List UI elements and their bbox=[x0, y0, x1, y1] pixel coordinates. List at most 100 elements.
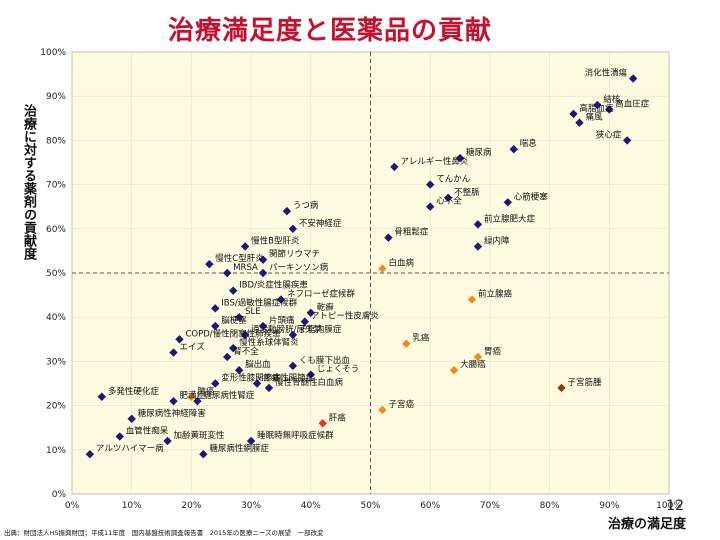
y-tick-label: 0% bbox=[52, 490, 67, 500]
x-tick-label: 20% bbox=[181, 501, 201, 511]
data-point bbox=[288, 361, 298, 371]
data-point bbox=[605, 105, 614, 114]
data-point bbox=[258, 255, 268, 264]
point-label: 不整脈 bbox=[454, 187, 480, 198]
data-point bbox=[503, 198, 513, 207]
point-label: 疼痛性関節症 bbox=[263, 373, 315, 384]
y-tick-label: 90% bbox=[46, 92, 66, 102]
point-label: 糖尿病性神経障害 bbox=[138, 408, 206, 419]
point-label: 肺癌 bbox=[197, 386, 215, 397]
point-label: 前立腺癌 bbox=[478, 289, 513, 300]
y-tick-label: 40% bbox=[46, 313, 66, 323]
point-label: 慢性骨髄性白血病 bbox=[275, 377, 344, 388]
point-label: 大腸癌 bbox=[460, 359, 486, 370]
data-point bbox=[234, 366, 244, 375]
data-point bbox=[378, 405, 387, 415]
point-label: 変形性膝関節症 bbox=[221, 373, 281, 384]
x-tick-label: 50% bbox=[360, 501, 380, 511]
data-point bbox=[473, 352, 483, 362]
data-point bbox=[193, 396, 202, 406]
data-points bbox=[85, 74, 638, 459]
data-point bbox=[240, 242, 250, 251]
data-point bbox=[169, 396, 178, 406]
point-label: 胃癌 bbox=[484, 346, 502, 357]
reference-lines bbox=[72, 52, 669, 494]
point-label: じょくそう bbox=[317, 365, 360, 375]
data-point bbox=[205, 259, 214, 269]
point-label: 血管性痴呆 bbox=[126, 426, 169, 437]
data-point bbox=[127, 414, 136, 424]
data-point bbox=[246, 436, 256, 446]
point-label: 消化性潰瘍 bbox=[585, 68, 628, 79]
point-label: アトピー性皮膚炎 bbox=[311, 311, 380, 322]
point-label: 子宮癌 bbox=[388, 399, 414, 410]
point-label: パーキンソン病 bbox=[269, 262, 329, 273]
data-point bbox=[187, 392, 196, 401]
point-label: 睡眠時無呼吸症候群 bbox=[257, 430, 334, 441]
point-label: 前立腺肥大症 bbox=[484, 213, 536, 224]
data-point bbox=[449, 366, 459, 375]
point-label: てんかん bbox=[436, 175, 471, 185]
data-point bbox=[569, 109, 578, 119]
data-point bbox=[288, 224, 298, 233]
data-point bbox=[300, 317, 310, 326]
point-label: 慢性C型肝炎 bbox=[215, 253, 264, 264]
y-tick-label: 50% bbox=[46, 269, 66, 279]
point-label: SLE bbox=[245, 307, 261, 317]
point-label: 糖尿病性網膜症 bbox=[209, 443, 269, 454]
y-tick-label: 70% bbox=[46, 181, 66, 191]
point-label: 乾癬 bbox=[317, 302, 335, 313]
x-tick-label: 40% bbox=[301, 501, 321, 511]
y-axis-label: 治療に対する薬剤の貢献度 bbox=[21, 104, 36, 260]
point-label: 子宮内膜症 bbox=[299, 324, 342, 335]
point-label: MRSA bbox=[233, 263, 258, 273]
point-label: 多発性硬化症 bbox=[108, 386, 160, 397]
data-point bbox=[467, 295, 477, 304]
point-label: 糖尿病性腎症 bbox=[203, 390, 255, 401]
y-tick-labels: 0% 10% 20% 30% 40% 50% 60% 70% 80% 90% 100% bbox=[40, 48, 66, 500]
data-point bbox=[575, 118, 584, 127]
y-tick-label: 10% bbox=[46, 446, 66, 456]
point-label: 心筋梗塞 bbox=[514, 191, 549, 202]
point-label: ネフローゼ症候群 bbox=[287, 289, 356, 300]
x-tick-label: 80% bbox=[540, 501, 560, 511]
data-point bbox=[97, 392, 107, 401]
y-tick-label: 20% bbox=[46, 402, 66, 412]
data-point bbox=[228, 343, 238, 353]
point-label: 白血病 bbox=[388, 258, 414, 269]
point-label: COPD/慢性閉塞性肺疾患 bbox=[185, 328, 281, 339]
data-point bbox=[163, 436, 172, 446]
data-point bbox=[276, 295, 286, 304]
data-point bbox=[169, 348, 178, 357]
data-point bbox=[211, 379, 220, 388]
point-label: 緑内障 bbox=[484, 235, 510, 246]
data-point bbox=[211, 321, 220, 331]
data-point bbox=[199, 450, 208, 459]
data-point bbox=[628, 74, 638, 83]
data-point bbox=[211, 304, 220, 313]
page-number: 12 bbox=[666, 498, 684, 514]
x-tick-label: 10% bbox=[122, 501, 142, 511]
x-tick-label: 30% bbox=[241, 501, 261, 511]
data-point bbox=[623, 136, 632, 145]
point-label: 骨粗鬆症 bbox=[394, 227, 429, 238]
point-label: 関節リウマチ bbox=[269, 249, 320, 260]
point-label: 高血圧症 bbox=[615, 98, 650, 109]
point-label: 片頭痛 bbox=[269, 315, 295, 326]
data-point bbox=[593, 100, 602, 110]
point-label: 狭心症 bbox=[596, 129, 622, 140]
y-tick-label: 60% bbox=[46, 225, 66, 235]
point-label: 過活動膀胱/尿失禁 bbox=[251, 324, 322, 335]
data-point bbox=[175, 335, 184, 344]
point-label: IBD/炎症性腸疾患 bbox=[239, 280, 308, 291]
data-point bbox=[223, 352, 232, 362]
source-note: 出典：財団法人HS振興財団；平成11年度 国内基盤技術調査報告書 2015年の医… bbox=[4, 529, 324, 537]
data-point bbox=[455, 153, 465, 163]
point-label: うつ病 bbox=[293, 200, 319, 211]
data-point bbox=[509, 145, 518, 154]
data-point bbox=[306, 370, 315, 379]
point-label: 子宮筋腫 bbox=[568, 377, 603, 388]
point-label: 肥満症 bbox=[179, 390, 205, 401]
